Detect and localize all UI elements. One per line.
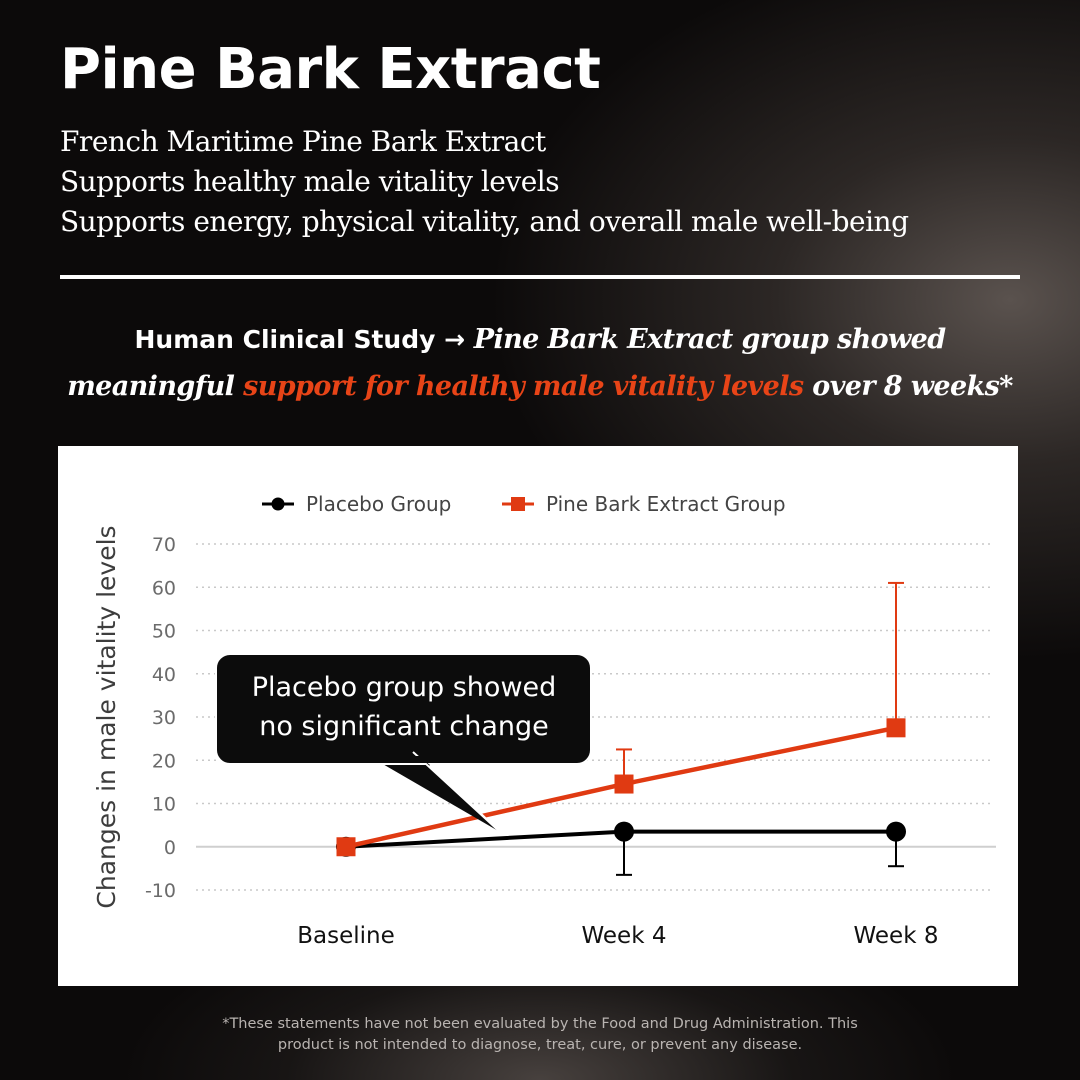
headline-highlight: support for healthy male vitality levels (243, 371, 804, 402)
legend-label: Placebo Group (306, 492, 451, 516)
headline-italic: meaningful (67, 371, 244, 402)
y-tick-label: 70 (152, 534, 176, 556)
y-axis-title: Changes in male vitality levels (92, 525, 121, 908)
y-tick-label: 20 (152, 750, 176, 772)
subtitle-line: French Maritime Pine Bark Extract (60, 125, 546, 158)
data-point (886, 718, 906, 738)
y-tick-label: 0 (164, 837, 176, 859)
x-tick-label: Baseline (297, 923, 395, 949)
study-headline: Human Clinical Study → Pine Bark Extract… (30, 318, 1050, 412)
y-tick-label: 30 (152, 707, 176, 729)
headline-row: meaningful support for healthy male vita… (30, 365, 1050, 412)
data-point (614, 821, 634, 842)
disclaimer-line: product is not intended to diagnose, tre… (277, 1037, 803, 1053)
disclaimer-line: *These statements have not been evaluate… (222, 1016, 858, 1032)
headline-italic: over 8 weeks* (803, 371, 1013, 402)
callout-box (215, 653, 592, 765)
subtitle-line: Supports healthy male vitality levels (60, 165, 560, 198)
y-tick-label: 60 (152, 577, 176, 599)
y-tick-label: 50 (152, 621, 176, 643)
legend-marker (271, 497, 285, 511)
y-tick-label: 10 (152, 794, 176, 816)
page-title: Pine Bark Extract (60, 37, 601, 102)
disclaimer: *These statements have not been evaluate… (0, 1014, 1080, 1056)
subtitle-line: Supports energy, physical vitality, and … (60, 205, 909, 238)
legend-label: Pine Bark Extract Group (546, 492, 786, 516)
callout-text: no significant change (259, 711, 549, 742)
legend-marker (511, 497, 525, 511)
headline-row: Human Clinical Study → Pine Bark Extract… (30, 318, 1050, 365)
x-tick-label: Week 4 (582, 923, 667, 949)
y-tick-label: 40 (152, 664, 176, 686)
data-point (886, 821, 906, 842)
subtitle-block: French Maritime Pine Bark Extract Suppor… (60, 122, 909, 242)
data-point (614, 774, 634, 794)
data-point (336, 837, 356, 857)
line-chart: 70 60 50 40 30 20 10 0 -10 Changes in male vitali… (92, 492, 996, 949)
callout-text: Placebo group showed (252, 672, 557, 703)
headline-lead: Human Clinical Study → (134, 325, 474, 354)
callout-pointer-outline (412, 751, 501, 833)
y-tick-label: -10 (145, 880, 176, 902)
divider (60, 275, 1020, 279)
chart-card: 70 60 50 40 30 20 10 0 -10 Changes in male vitali… (58, 446, 1018, 986)
x-tick-label: Week 8 (854, 923, 939, 949)
callout-seam (416, 756, 428, 763)
headline-italic: Pine Bark Extract group showed (473, 324, 946, 355)
